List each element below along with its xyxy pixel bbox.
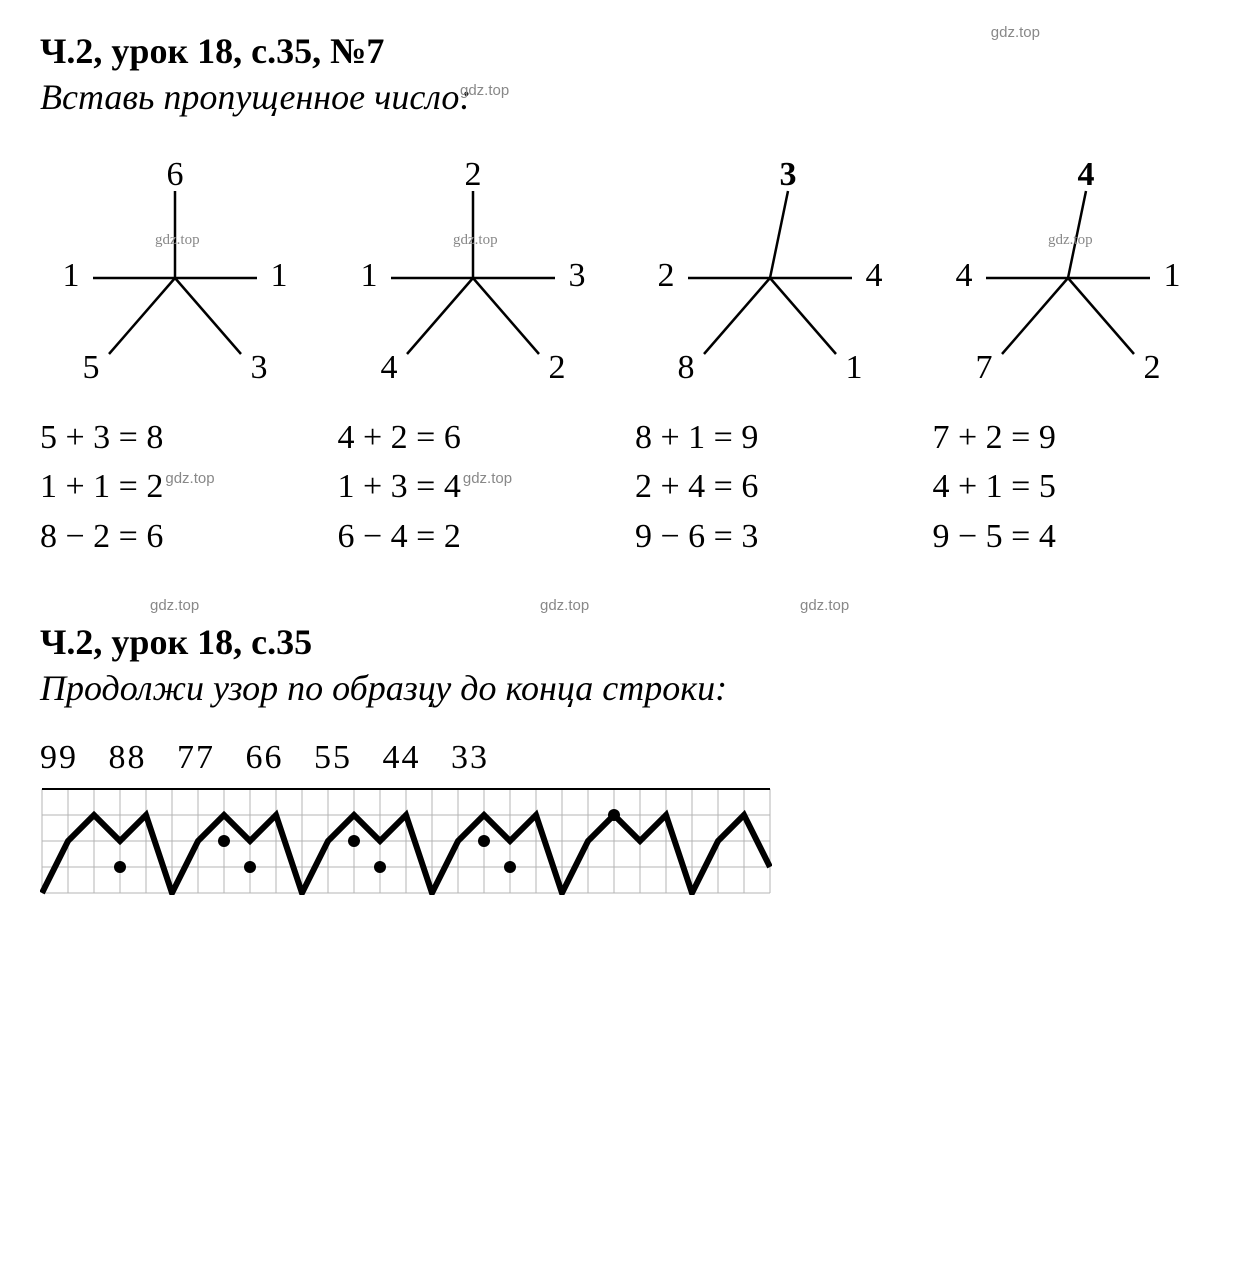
- number-sequence: 99 88 77 66 55 44 33: [40, 739, 1220, 777]
- equation: 9 − 5 = 4: [933, 512, 1221, 561]
- number-diagram: 6 1 1 5 3 gdz.top: [40, 148, 328, 393]
- svg-text:4: 4: [866, 257, 883, 294]
- equation: 4 + 1 = 5: [933, 462, 1221, 511]
- svg-text:gdz.top: gdz.top: [1048, 232, 1093, 248]
- zigzag-pattern: [40, 787, 1220, 900]
- equation: 5 + 3 = 8: [40, 413, 328, 462]
- svg-text:3: 3: [568, 257, 585, 294]
- watermark: gdz.top: [165, 470, 214, 487]
- number-diagram: 3 2 4 8 1: [635, 148, 923, 393]
- svg-text:1: 1: [271, 257, 288, 294]
- equation: 8 + 1 = 9: [635, 413, 923, 462]
- equations-row: 5 + 3 = 81 + 1 = 2gdz.top8 − 2 = 64 + 2 …: [40, 413, 1220, 561]
- svg-text:gdz.top: gdz.top: [453, 232, 498, 248]
- svg-text:2: 2: [658, 257, 675, 294]
- svg-text:4: 4: [380, 349, 397, 386]
- svg-text:2: 2: [548, 349, 565, 386]
- svg-text:8: 8: [678, 349, 695, 386]
- pattern-instruction: Продолжи узор по образцу до конца строки…: [40, 667, 1220, 709]
- watermark: gdz.top: [800, 597, 849, 614]
- svg-text:2: 2: [464, 156, 481, 193]
- exercise-7-header: Ч.2, урок 18, с.35, №7: [40, 30, 1220, 72]
- watermark: gdz.top: [463, 470, 512, 487]
- equation-column: 8 + 1 = 92 + 4 = 69 − 6 = 3: [635, 413, 923, 561]
- number-diagram: 4 4 1 7 2 gdz.top: [933, 148, 1221, 393]
- diagrams-row: 6 1 1 5 3 gdz.top 2 1 3 4 2 gdz.top 3 2 4 8 1 4 4 1 7 2 gdz.to…: [40, 148, 1220, 393]
- svg-text:7: 7: [975, 349, 992, 386]
- svg-text:1: 1: [1163, 257, 1180, 294]
- equation-column: 5 + 3 = 81 + 1 = 2gdz.top8 − 2 = 6: [40, 413, 328, 561]
- svg-text:1: 1: [360, 257, 377, 294]
- watermark: gdz.top: [540, 597, 589, 614]
- svg-text:1: 1: [63, 257, 80, 294]
- equation-column: 7 + 2 = 94 + 1 = 59 − 5 = 4: [933, 413, 1221, 561]
- exercise-7-section: Ч.2, урок 18, с.35, №7 gdz.top Вставь пр…: [40, 30, 1220, 561]
- svg-text:4: 4: [1077, 156, 1094, 193]
- equation: 2 + 4 = 6: [635, 462, 923, 511]
- pattern-section: gdz.top gdz.top gdz.top Ч.2, урок 18, с.…: [40, 621, 1220, 900]
- equation: 1 + 3 = 4gdz.top: [338, 462, 626, 511]
- equation: 1 + 1 = 2gdz.top: [40, 462, 328, 511]
- exercise-7-instruction: Вставь пропущенное число:: [40, 76, 1220, 118]
- svg-text:1: 1: [846, 349, 863, 386]
- equation: 8 − 2 = 6: [40, 512, 328, 561]
- equation: 7 + 2 = 9: [933, 413, 1221, 462]
- equation-column: 4 + 2 = 61 + 3 = 4gdz.top6 − 4 = 2: [338, 413, 626, 561]
- watermark: gdz.top: [991, 24, 1040, 41]
- svg-text:3: 3: [780, 156, 797, 193]
- svg-text:3: 3: [251, 349, 268, 386]
- svg-text:5: 5: [83, 349, 100, 386]
- watermark: gdz.top: [460, 82, 509, 99]
- watermark: gdz.top: [150, 597, 199, 614]
- equation: 6 − 4 = 2: [338, 512, 626, 561]
- pattern-header: Ч.2, урок 18, с.35: [40, 621, 1220, 663]
- svg-text:2: 2: [1143, 349, 1160, 386]
- svg-text:gdz.top: gdz.top: [155, 232, 200, 248]
- svg-text:4: 4: [955, 257, 972, 294]
- equation: 9 − 6 = 3: [635, 512, 923, 561]
- svg-text:6: 6: [167, 156, 184, 193]
- equation: 4 + 2 = 6: [338, 413, 626, 462]
- number-diagram: 2 1 3 4 2 gdz.top: [338, 148, 626, 393]
